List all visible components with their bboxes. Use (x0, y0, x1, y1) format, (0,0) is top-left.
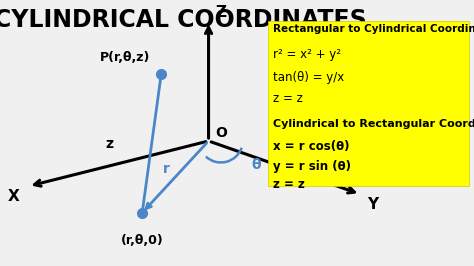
Text: CYLINDRICAL COORDINATES: CYLINDRICAL COORDINATES (0, 8, 366, 32)
Bar (268, 21, 469, 186)
Text: r: r (163, 162, 169, 176)
Text: Z: Z (216, 5, 227, 20)
Text: tan(θ) = y/x: tan(θ) = y/x (273, 71, 345, 84)
Text: r² = x² + y²: r² = x² + y² (273, 48, 341, 61)
Text: x = r cos(θ): x = r cos(θ) (273, 140, 350, 153)
Text: Rectangular to Cylindrical Coordinates:: Rectangular to Cylindrical Coordinates: (273, 24, 474, 34)
Text: O: O (216, 126, 228, 140)
Text: z = z: z = z (273, 92, 303, 105)
Text: Y: Y (367, 197, 378, 212)
Text: z: z (105, 137, 113, 151)
Text: X: X (7, 189, 19, 204)
Text: y = r sin (θ): y = r sin (θ) (273, 160, 352, 173)
Text: θ: θ (251, 158, 261, 172)
Text: P(r,θ,z): P(r,θ,z) (100, 51, 150, 64)
Text: z = z: z = z (273, 178, 305, 191)
Text: (r,θ,0): (r,θ,0) (121, 234, 164, 247)
Text: Cylindrical to Rectangular Coordinates: Cylindrical to Rectangular Coordinates (273, 119, 474, 129)
